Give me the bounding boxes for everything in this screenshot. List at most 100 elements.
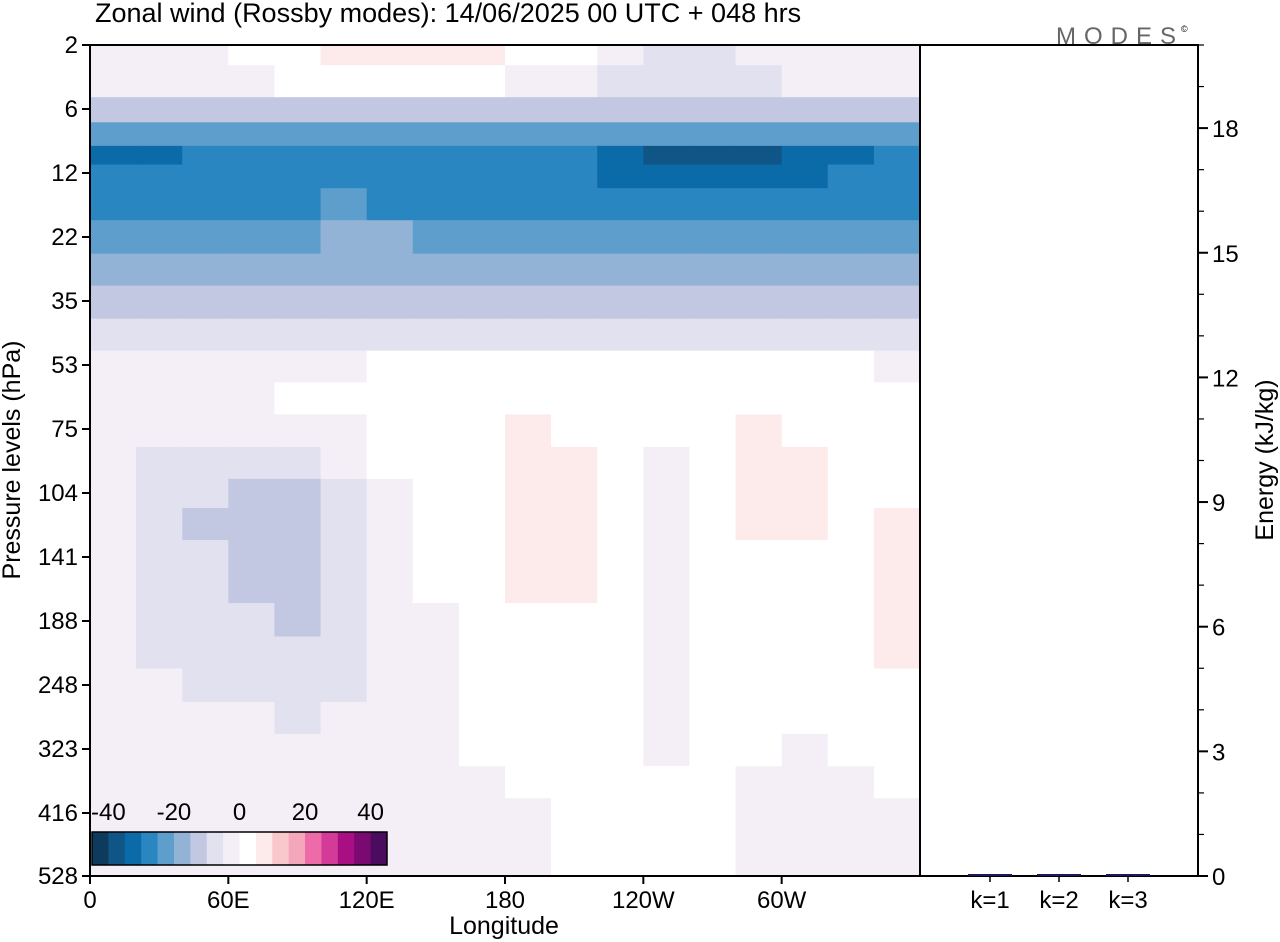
heatmap-cell: [228, 798, 276, 830]
heatmap-cell: [136, 145, 183, 166]
x-axis: 0 60E 120E 180 120W 60W: [83, 876, 807, 914]
heatmap-cell: [136, 97, 183, 123]
heatmap-cell: [320, 188, 368, 221]
heatmap-cell: [228, 253, 276, 287]
heatmap-cell: [274, 97, 322, 123]
heatmap-cell: [366, 603, 414, 638]
heatmap-cell: [274, 668, 322, 703]
heatmap-cell: [366, 188, 414, 221]
heatmap-cell: [551, 122, 598, 147]
heatmap-cell: [90, 478, 137, 509]
heatmap-cell: [735, 478, 783, 509]
heatmap-cell: [873, 122, 920, 147]
heatmap-cell: [827, 164, 875, 189]
heatmap-cell: [320, 65, 368, 98]
heatmap-cell: [827, 285, 875, 320]
heatmap-cell: [458, 798, 506, 830]
colorbar-swatch: [370, 832, 388, 865]
y-tick-label: 104: [38, 480, 78, 507]
heatmap-cell: [366, 97, 414, 123]
x-tick-label: 60E: [207, 887, 250, 914]
heatmap-cell: [366, 478, 414, 509]
heatmap-cell: [320, 414, 368, 448]
heatmap-cell: [781, 220, 829, 255]
heatmap-cell: [412, 122, 460, 147]
heatmap-cell: [274, 478, 322, 509]
heatmap-cell: [412, 318, 460, 352]
heatmap-cell: [136, 122, 183, 147]
heatmap-cell: [643, 860, 691, 876]
heatmap-cell: [781, 603, 829, 638]
heatmap-cell: [320, 164, 368, 189]
heatmap-cell: [505, 318, 552, 352]
heatmap-cell: [689, 253, 737, 287]
heatmap-cell: [320, 478, 368, 509]
heatmap-cell: [873, 571, 920, 604]
heatmap-cell: [781, 382, 829, 415]
heatmap-cell: [689, 414, 737, 448]
heatmap-cell: [182, 253, 229, 287]
heatmap-cell: [136, 478, 183, 509]
heatmap-cell: [366, 414, 414, 448]
heatmap-cell: [182, 382, 229, 415]
heatmap-cell: [274, 701, 322, 735]
heatmap-cell: [90, 220, 137, 255]
heatmap-cell: [412, 145, 460, 166]
heatmap-cell: [597, 318, 644, 352]
heatmap-cell: [689, 508, 737, 541]
colorbar-label: 20: [292, 799, 319, 826]
heatmap-cell: [643, 253, 691, 287]
heatmap-cell: [458, 164, 506, 189]
heatmap-cell: [412, 97, 460, 123]
heatmap-cell: [551, 603, 598, 638]
heatmap-cell: [412, 508, 460, 541]
energy-tick-label: 15: [1212, 241, 1239, 268]
heatmap-cell: [228, 122, 276, 147]
heatmap-cell: [90, 766, 137, 799]
heatmap-cell: [228, 540, 276, 572]
heatmap-cell: [90, 540, 137, 572]
energy-bar: [1037, 874, 1081, 876]
heatmap-cell: [505, 285, 552, 320]
heatmap-cell: [827, 350, 875, 383]
heatmap-cell: [320, 318, 368, 352]
heatmap-cell: [458, 45, 506, 66]
heatmap-cell: [689, 122, 737, 147]
heatmap-cell: [182, 508, 229, 541]
heatmap-cell: [274, 414, 322, 448]
heatmap-cell: [505, 350, 552, 383]
heatmap-cell: [689, 733, 737, 767]
heatmap-cell: [228, 603, 276, 638]
heatmap-cell: [827, 478, 875, 509]
heatmap-cell: [136, 508, 183, 541]
heatmap-cell: [320, 253, 368, 287]
heatmap-cell: [827, 97, 875, 123]
heatmap-cell: [228, 478, 276, 509]
heatmap-cell: [643, 508, 691, 541]
heatmap-cell: [551, 446, 598, 480]
colorbar-swatch: [157, 832, 175, 865]
heatmap-cell: [274, 733, 322, 767]
heatmap-cell: [781, 540, 829, 572]
heatmap-cell: [643, 540, 691, 572]
heatmap-cell: [320, 45, 368, 66]
category-label: k=2: [1039, 887, 1078, 914]
heatmap-cell: [597, 860, 644, 876]
heatmap-cell: [366, 122, 414, 147]
heatmap-cell: [551, 668, 598, 703]
heatmap-cell: [274, 540, 322, 572]
heatmap-cell: [458, 382, 506, 415]
heatmap-cell: [735, 571, 783, 604]
heatmap-cell: [136, 188, 183, 221]
heatmap-cell: [597, 285, 644, 320]
heatmap-cell: [597, 829, 644, 862]
heatmap-cell: [505, 478, 552, 509]
heatmap-cell: [597, 350, 644, 383]
colorbar-frame: [91, 831, 388, 866]
category-label: k=3: [1108, 887, 1147, 914]
heatmap-cell: [412, 668, 460, 703]
heatmap-cell: [551, 164, 598, 189]
colorbar-swatch: [288, 832, 306, 865]
energy-bar: [968, 874, 1012, 876]
heatmap-cell: [781, 798, 829, 830]
